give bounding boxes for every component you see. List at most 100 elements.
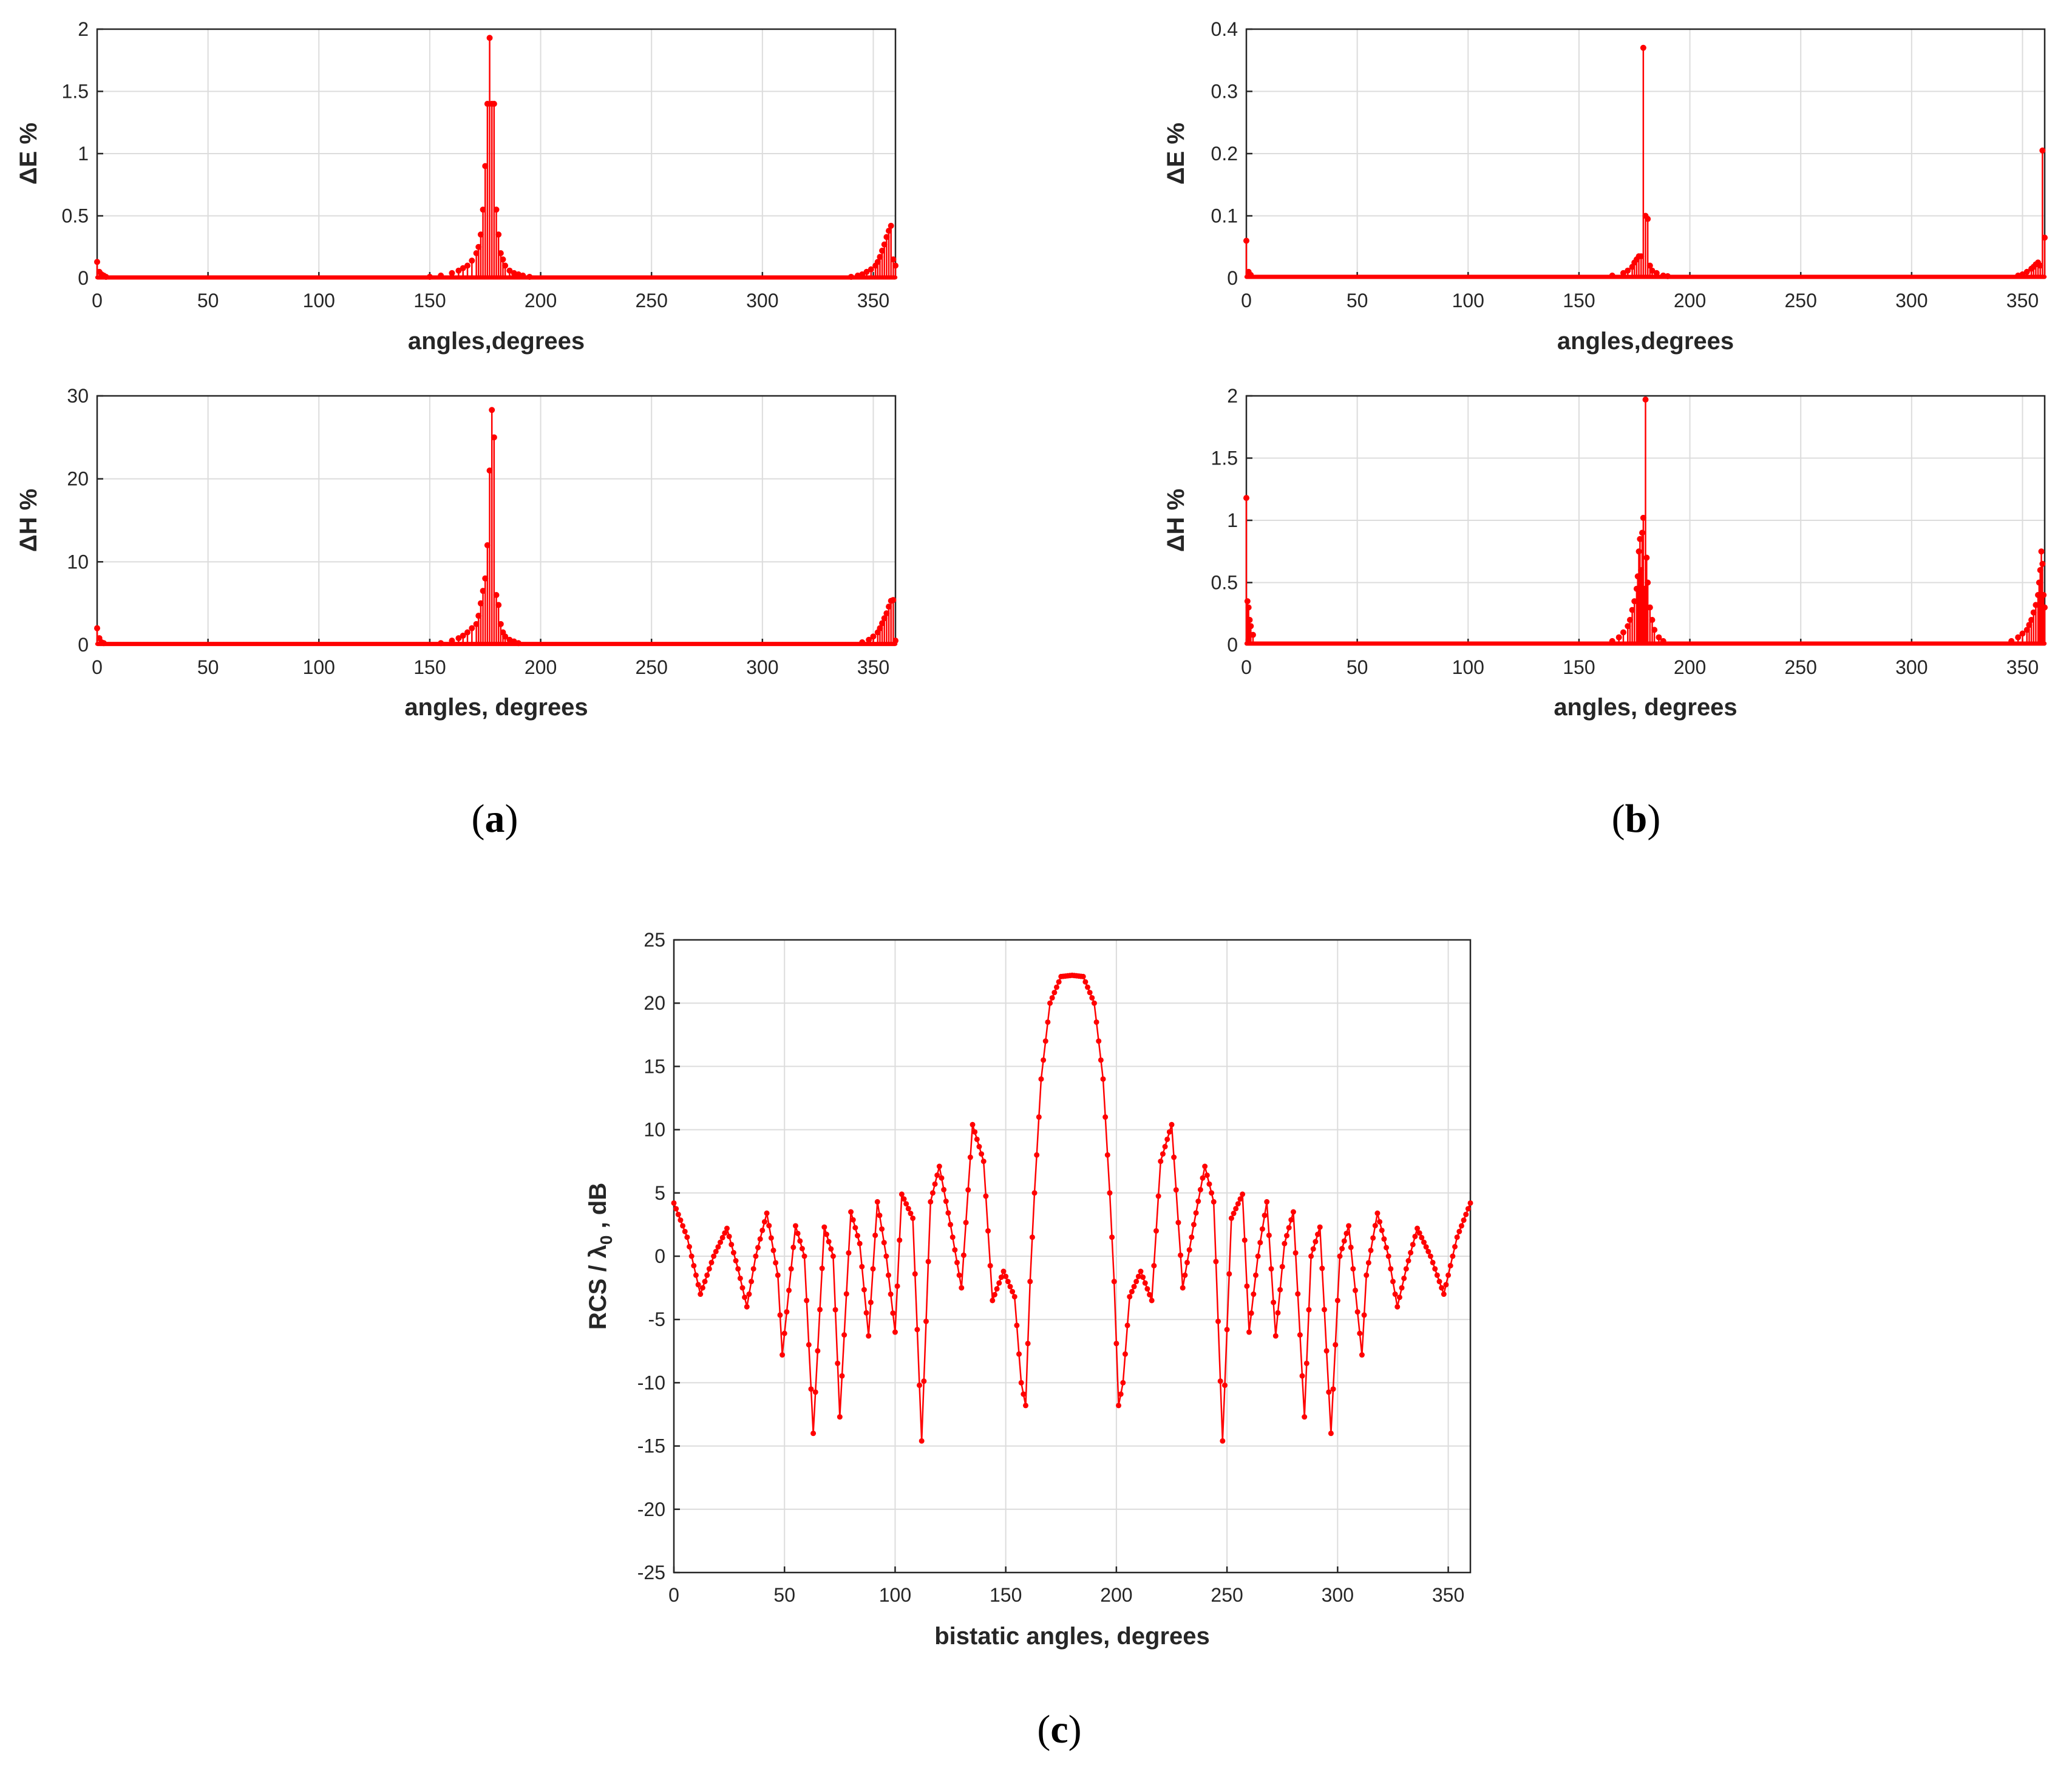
rcs-marker — [764, 1210, 770, 1216]
stem-baseline-marker — [1493, 641, 1498, 646]
rcs-marker — [1361, 1312, 1367, 1318]
stem-baseline-marker — [391, 642, 395, 646]
rcs-marker — [773, 1260, 779, 1266]
stem-baseline-marker — [1983, 274, 1987, 279]
stem-baseline-marker — [1477, 274, 1481, 279]
rcs-marker — [1432, 1266, 1438, 1272]
stem-baseline-marker — [1819, 274, 1824, 279]
stem-marker — [870, 633, 877, 640]
stem-baseline-marker — [195, 275, 199, 280]
rcs-marker — [1173, 1187, 1179, 1193]
stem-baseline-marker — [1923, 641, 1927, 646]
rcs-marker — [991, 1291, 997, 1297]
stem-baseline-marker — [361, 275, 365, 280]
stem-baseline-marker — [840, 275, 844, 280]
stem-baseline-marker — [1733, 641, 1737, 646]
rcs-marker — [1242, 1237, 1248, 1243]
stem-baseline-marker — [1360, 641, 1365, 646]
stem-baseline-marker — [1860, 274, 1864, 279]
stem-baseline-marker — [375, 642, 379, 646]
stem-baseline-marker — [344, 642, 349, 646]
stem-baseline-marker — [1314, 641, 1319, 646]
stem-baseline-marker — [1271, 274, 1275, 279]
rcs-marker — [742, 1294, 748, 1301]
stem-baseline-marker — [1823, 274, 1827, 279]
rcs-marker — [1405, 1258, 1411, 1264]
x-axis-label: angles, degrees — [404, 694, 588, 721]
stem-baseline-marker — [1397, 274, 1402, 279]
stem-baseline-marker — [1670, 641, 1674, 646]
stem-baseline-marker — [1583, 274, 1588, 279]
stem-baseline-marker — [634, 275, 638, 280]
rcs-marker — [823, 1231, 829, 1237]
rcs-marker — [1233, 1206, 1239, 1212]
stem-baseline-marker — [1836, 641, 1841, 646]
rcs-marker — [733, 1258, 739, 1264]
stem-baseline-marker — [1284, 274, 1288, 279]
stem-baseline-marker — [584, 642, 588, 646]
rcs-marker — [1266, 1233, 1272, 1239]
rcs-marker — [1016, 1351, 1022, 1357]
rcs-marker — [1452, 1243, 1458, 1250]
y-tick-label: 0.1 — [1211, 205, 1238, 227]
stem-baseline-marker — [730, 642, 735, 646]
rcs-marker — [753, 1253, 759, 1259]
rcs-marker — [1352, 1287, 1358, 1293]
stem-baseline-marker — [1750, 274, 1754, 279]
rcs-marker — [1299, 1373, 1305, 1379]
stem-baseline-marker — [155, 642, 159, 646]
stem-baseline-marker — [1776, 641, 1781, 646]
stem-marker — [2019, 271, 2026, 277]
stem-baseline-marker — [814, 642, 818, 646]
rcs-marker — [1153, 1228, 1159, 1234]
rcs-marker — [1317, 1224, 1323, 1230]
rcs-marker — [699, 1285, 705, 1291]
stem-baseline-marker — [637, 642, 642, 646]
x-tick-label: 50 — [1347, 290, 1368, 311]
rcs-marker — [698, 1291, 704, 1297]
stem-baseline-marker — [274, 642, 279, 646]
stem-baseline-marker — [760, 642, 765, 646]
stem-baseline-marker — [717, 642, 721, 646]
stem-baseline-marker — [1360, 274, 1365, 279]
rcs-marker — [943, 1199, 949, 1205]
rcs-marker — [1381, 1236, 1387, 1242]
stem-baseline-marker — [1470, 274, 1475, 279]
rcs-marker — [1262, 1212, 1268, 1219]
stem-marker — [520, 272, 526, 279]
stem-marker — [489, 407, 495, 413]
stem-baseline-marker — [1956, 274, 1960, 279]
x-tick-label: 0 — [92, 656, 103, 678]
stem-baseline-marker — [827, 275, 831, 280]
stem-baseline-marker — [710, 275, 715, 280]
rcs-marker — [1010, 1288, 1016, 1294]
stem-baseline-marker — [141, 642, 146, 646]
rcs-marker — [1005, 1279, 1011, 1285]
stem-baseline-marker — [604, 275, 608, 280]
rcs-marker — [861, 1287, 867, 1293]
stem-baseline-marker — [1284, 641, 1288, 646]
y-tick-label: 1 — [78, 143, 89, 165]
stem-baseline-marker — [674, 642, 678, 646]
stem-baseline-marker — [1796, 641, 1801, 646]
stem-baseline-marker — [1517, 274, 1521, 279]
x-tick-label: 200 — [525, 656, 557, 678]
rcs-marker — [1138, 1268, 1144, 1274]
stem-baseline-marker — [358, 642, 362, 646]
rcs-marker — [1341, 1238, 1347, 1244]
rcs-marker — [1354, 1309, 1360, 1315]
rcs-marker — [1003, 1273, 1009, 1279]
x-tick-label: 300 — [1322, 1584, 1354, 1606]
rcs-marker — [678, 1217, 684, 1223]
stem-baseline-marker — [1587, 641, 1591, 646]
stem-baseline-marker — [1986, 274, 1991, 279]
y-tick-label: 25 — [644, 929, 665, 951]
stem-baseline-marker — [1550, 274, 1555, 279]
stem-marker — [859, 639, 866, 645]
stem-baseline-marker — [414, 275, 419, 280]
stem-baseline-marker — [1799, 274, 1804, 279]
stem-baseline-marker — [1790, 641, 1794, 646]
stem-baseline-marker — [1331, 641, 1335, 646]
stem-baseline-marker — [611, 642, 615, 646]
stem-baseline-marker — [314, 275, 319, 280]
